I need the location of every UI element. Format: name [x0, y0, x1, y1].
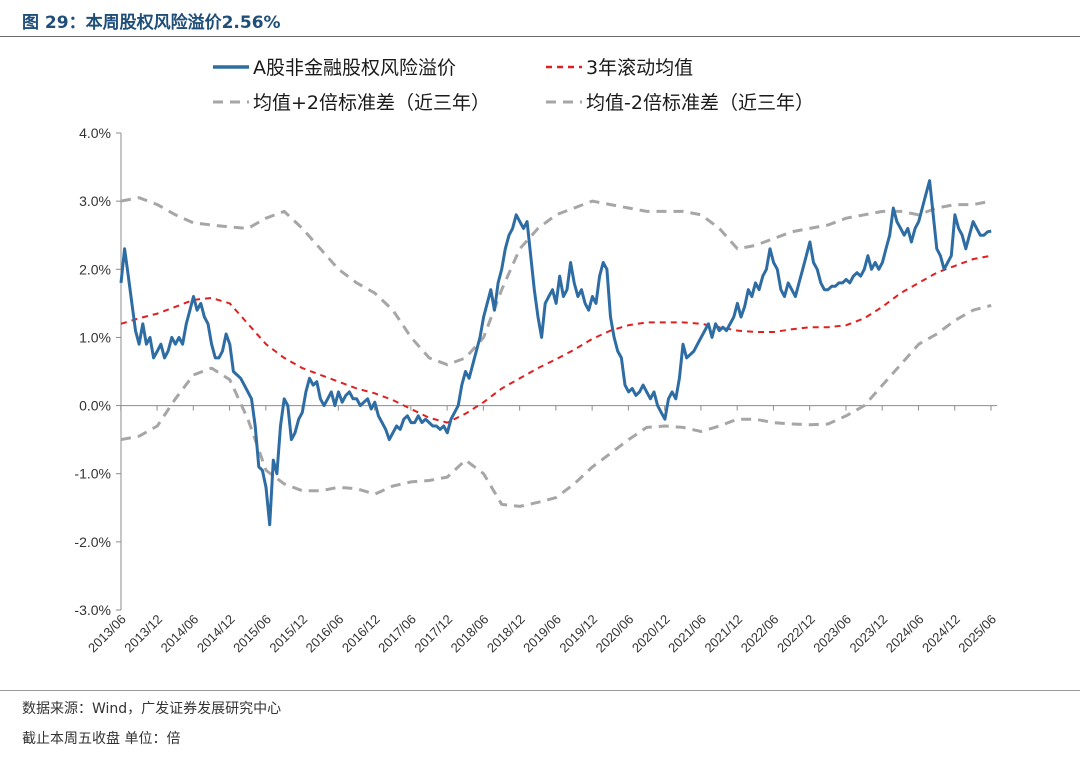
x-tick-label: 2015/06	[230, 612, 274, 656]
title-rule	[0, 36, 1080, 37]
x-tick-label: 2021/06	[665, 612, 709, 656]
x-tick-label: 2022/12	[774, 612, 818, 656]
x-tick-label: 2016/12	[339, 612, 383, 656]
data-source: 数据来源：Wind，广发证券发展研究中心	[22, 701, 282, 717]
x-tick-label: 2018/12	[484, 612, 528, 656]
x-tick-label: 2024/06	[883, 612, 927, 656]
x-tick-label: 2016/06	[303, 612, 347, 656]
x-tick-label: 2019/06	[520, 612, 564, 656]
x-tick-label: 2020/12	[629, 612, 673, 656]
x-tick-label: 2018/06	[448, 612, 492, 656]
x-tick-label: 2017/06	[375, 612, 419, 656]
x-tick-label: 2013/12	[121, 612, 165, 656]
x-tick-label: 2024/12	[919, 612, 963, 656]
unit-note: 截止本周五收盘 单位：倍	[22, 731, 181, 747]
y-tick-label: -1.0%	[74, 466, 111, 482]
y-tick-label: 0.0%	[79, 398, 111, 414]
y-tick-label: -2.0%	[74, 534, 111, 550]
series-line-3	[120, 303, 992, 508]
x-tick-label: 2015/12	[266, 612, 310, 656]
legend-label-2: 均值+2倍标准差（近三年）	[253, 92, 490, 114]
x-tick-label: 2014/06	[158, 612, 202, 656]
y-tick-label: 2.0%	[79, 261, 111, 277]
series-line-2	[120, 196, 992, 367]
figure-title: 图 29：本周股权风险溢价2.56%	[22, 13, 281, 33]
y-tick-label: -3.0%	[74, 602, 111, 618]
legend-label-0: A股非金融股权风险溢价	[253, 57, 456, 79]
y-tick-label: 3.0%	[79, 193, 111, 209]
footer-rule	[0, 690, 1080, 691]
x-tick-label: 2023/12	[846, 612, 890, 656]
series-line-0	[119, 179, 992, 527]
legend-label-1: 3年滚动均值	[586, 57, 693, 79]
x-tick-label: 2021/12	[701, 612, 745, 656]
x-tick-label: 2014/12	[194, 612, 238, 656]
series-line-1	[120, 254, 992, 424]
axes: -3.0% -2.0% -1.0% 0.0% 1.0% 2.0% 3.0% 4.0% 2013/…	[74, 125, 999, 655]
y-tick-label: 4.0%	[79, 125, 111, 141]
x-tick-label: 2013/06	[85, 612, 129, 656]
x-tick-label: 2025/06	[955, 612, 999, 656]
x-tick-label: 2017/12	[411, 612, 455, 656]
y-tick-label: 1.0%	[79, 329, 111, 345]
x-tick-label: 2020/06	[593, 612, 637, 656]
x-tick-label: 2022/06	[738, 612, 782, 656]
x-tick-label: 2023/06	[810, 612, 854, 656]
x-tick-label: 2019/12	[556, 612, 600, 656]
series-layer	[119, 179, 992, 527]
legend-label-3: 均值-2倍标准差（近三年）	[586, 92, 814, 114]
